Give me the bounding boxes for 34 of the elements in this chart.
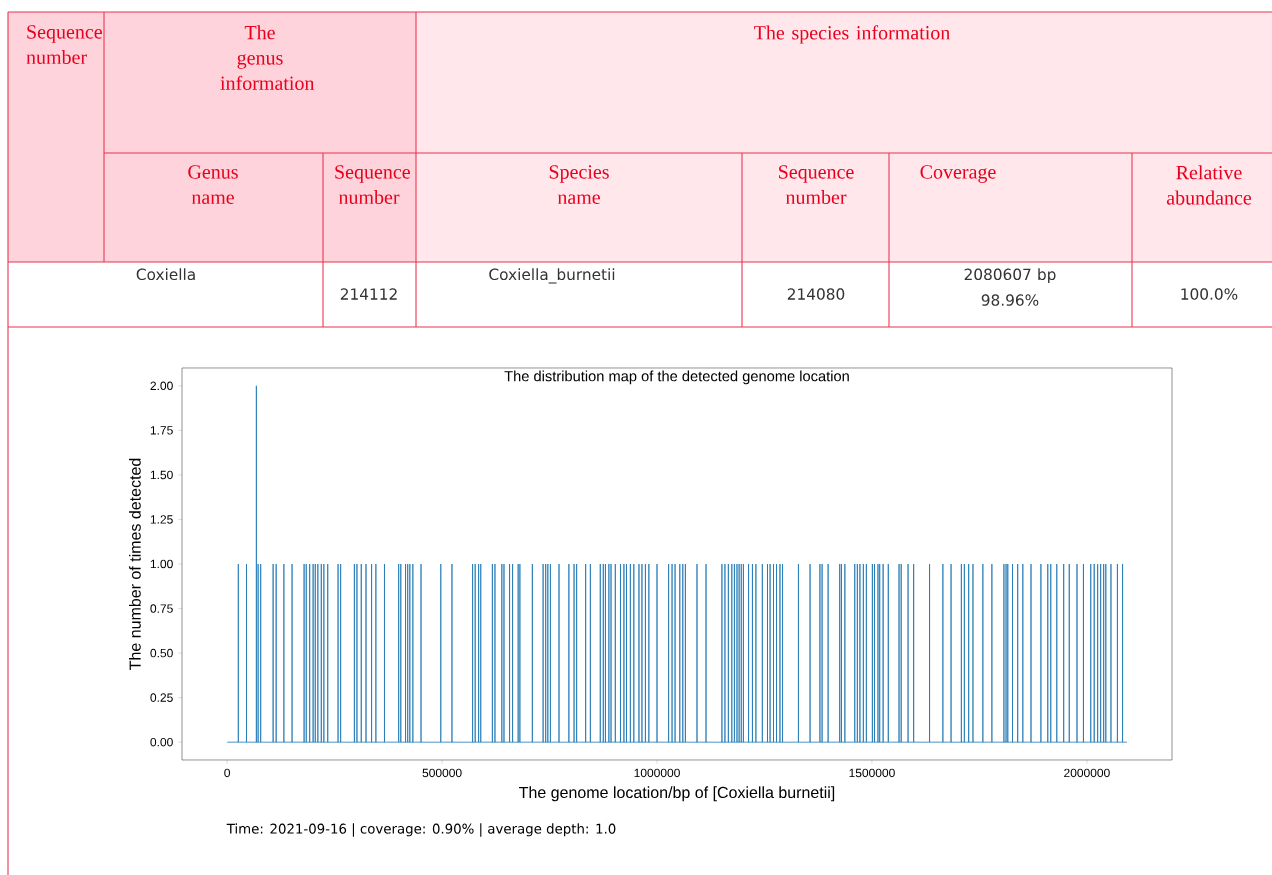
text: 2080607 bp xyxy=(964,268,1056,284)
text: Sequence number xyxy=(779,165,854,205)
text: 100.0% xyxy=(1181,288,1238,300)
y-axis-title: The number of times detected xyxy=(129,458,141,670)
y-tick-label: 1.50 xyxy=(150,470,173,480)
text: 98.96% xyxy=(981,294,1039,306)
y-tick-label: 1.25 xyxy=(150,515,173,524)
y-tick-label: 0.25 xyxy=(150,693,173,702)
text: Sequence number xyxy=(335,165,410,205)
text: The genus information xyxy=(220,25,315,90)
y-tick-label: 0.00 xyxy=(150,737,173,747)
text: 214112 xyxy=(340,288,397,300)
text: Coverage xyxy=(920,165,996,183)
text: Time: 2021-09-16 | coverage: 0.90% | average depth: 1.0 xyxy=(226,823,616,837)
y-tick-label: 0.75 xyxy=(150,604,173,613)
chart-title: The distribution map of the detected genome location xyxy=(504,370,849,385)
x-axis-title: The genome location/bp of [Coxiella burnetii] xyxy=(519,786,835,802)
y-tick-label: 1.00 xyxy=(150,559,173,569)
y-tick-label: 2.00 xyxy=(150,381,173,391)
x-tick-label: 1000000 xyxy=(634,768,680,778)
y-tick-label: 0.50 xyxy=(150,648,173,658)
x-tick-label: 1500000 xyxy=(849,768,895,778)
text: Relative abundance xyxy=(1166,165,1252,205)
text: Coxiella xyxy=(136,268,195,281)
y-tick-label: 1.75 xyxy=(150,426,173,435)
text: Coxiella_burnetii xyxy=(489,268,615,284)
x-tick-label: 500000 xyxy=(422,768,462,778)
text: The species information xyxy=(754,25,951,44)
text: 214080 xyxy=(787,288,845,300)
x-tick-label: 0 xyxy=(224,768,231,778)
x-tick-label: 2000000 xyxy=(1064,768,1110,778)
text: Species name xyxy=(549,165,609,205)
text: Genus name xyxy=(188,165,238,205)
text: Sequence number xyxy=(26,25,102,65)
